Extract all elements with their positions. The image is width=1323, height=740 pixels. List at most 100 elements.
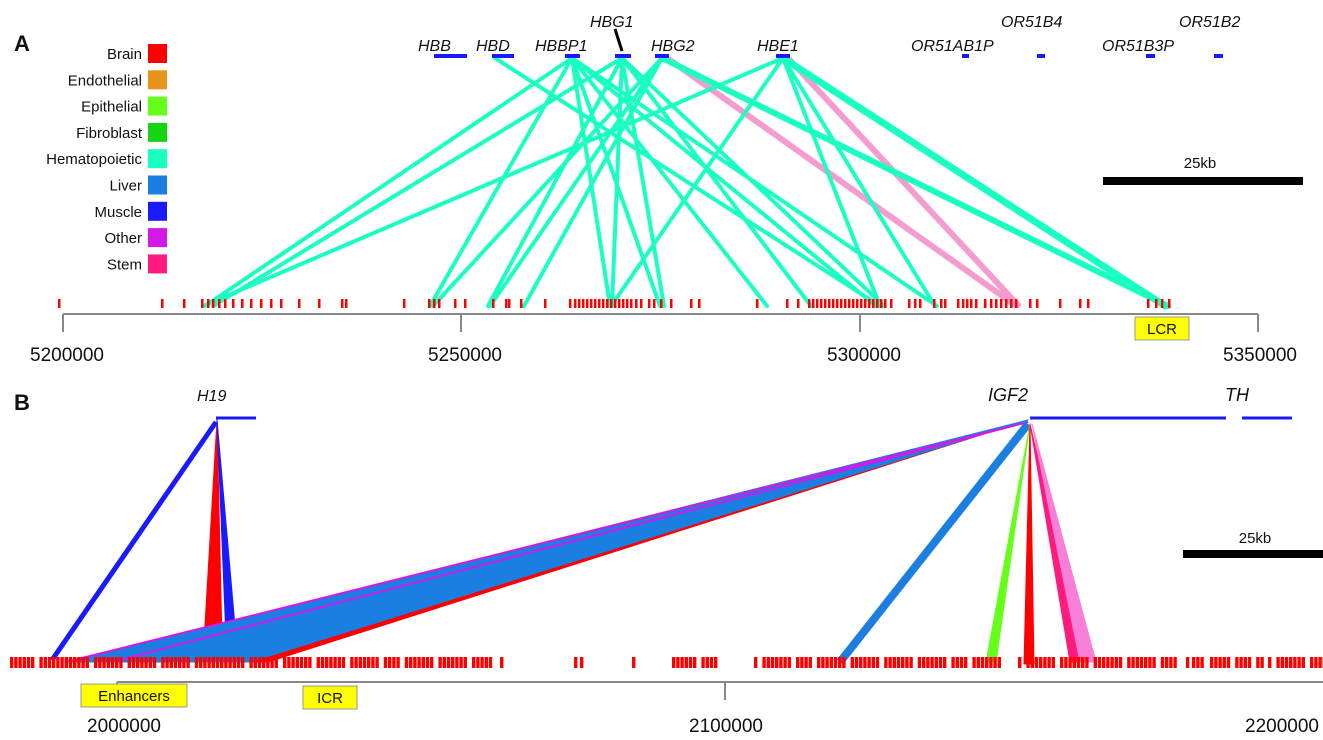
fragment-mark: [454, 299, 457, 308]
fragment-mark: [345, 299, 348, 308]
fragment-mark: [980, 657, 985, 668]
fragment-mark: [318, 299, 321, 308]
fragment-mark: [614, 299, 617, 308]
fragment-mark: [1085, 657, 1089, 668]
fragment-mark: [938, 657, 943, 668]
fragment-mark: [203, 657, 207, 668]
panel-b-interactions: [49, 419, 1097, 665]
fragment-mark: [1173, 657, 1177, 668]
fragment-mark: [922, 657, 926, 668]
fragment-mark: [421, 657, 425, 668]
fragment-mark: [970, 299, 973, 308]
fragment-mark: [864, 299, 867, 308]
gene-label-igf2: IGF2: [988, 385, 1028, 405]
fragment-mark: [94, 657, 98, 668]
fragment-mark: [850, 657, 854, 668]
fragment-mark: [249, 657, 253, 668]
fragment-mark: [115, 657, 119, 668]
interaction-arc: [493, 56, 882, 308]
fragment-mark: [705, 657, 709, 668]
fragment-mark: [98, 657, 102, 668]
interaction-arc: [787, 57, 1021, 308]
fragment-mark: [1114, 657, 1118, 668]
fragment-mark: [966, 299, 969, 308]
fragment-mark: [821, 657, 825, 668]
panel-a-scale-bar-label: 25kb: [1184, 155, 1217, 172]
fragment-mark: [232, 299, 235, 308]
fragment-mark: [1152, 657, 1156, 668]
fragment-mark: [392, 657, 396, 668]
fragment-mark: [320, 657, 325, 668]
fragment-mark: [1072, 657, 1076, 668]
fragment-mark: [1076, 657, 1081, 668]
interaction-arc: [522, 56, 664, 308]
fragment-mark: [182, 657, 186, 668]
fragment-mark: [500, 657, 504, 668]
fragment-mark: [909, 657, 913, 668]
fragment-mark: [131, 657, 136, 668]
fragment-mark: [856, 299, 859, 308]
fragment-mark: [1196, 657, 1200, 668]
fragment-mark: [618, 299, 621, 308]
fragment-mark: [110, 657, 115, 668]
enhancers-label: Enhancers: [98, 688, 170, 705]
fragment-mark: [594, 299, 597, 308]
fragment-mark: [1026, 657, 1030, 668]
lcr-box: [1134, 316, 1190, 341]
fragment-mark: [1160, 657, 1165, 668]
fragment-mark: [632, 657, 636, 668]
fragment-mark: [1276, 657, 1280, 668]
fragment-mark: [582, 299, 585, 308]
fragment-mark: [1010, 299, 1013, 308]
fragment-mark: [1235, 657, 1239, 668]
fragment-mark: [1064, 657, 1068, 668]
fragment-mark: [868, 299, 871, 308]
fragment-mark: [178, 657, 182, 668]
fragment-mark: [622, 299, 625, 308]
interaction-arc: [201, 56, 785, 308]
fragment-mark: [291, 657, 295, 668]
fragment-mark: [933, 299, 936, 308]
fragment-mark: [1106, 657, 1110, 668]
fragment-mark: [26, 657, 31, 668]
fragment-mark: [476, 657, 480, 668]
fragment-mark: [859, 657, 863, 668]
fragment-mark: [975, 299, 978, 308]
gene-label-th: TH: [1225, 385, 1250, 405]
fragment-mark: [220, 657, 224, 668]
fragment-mark: [1029, 299, 1032, 308]
fragment-mark: [901, 657, 905, 668]
fragment-mark: [684, 657, 688, 668]
fragment-mark: [962, 299, 965, 308]
fragment-mark: [333, 657, 337, 668]
panel-b-tick-label: 2200000: [1245, 716, 1319, 737]
fragment-mark: [362, 657, 367, 668]
fragment-mark: [1139, 657, 1144, 668]
fragment-mark: [283, 657, 287, 668]
gene-label-or51b4: OR51B4: [1001, 14, 1062, 31]
enhancers-box: [80, 683, 188, 708]
fragment-mark: [304, 657, 308, 668]
fragment-mark: [1289, 657, 1293, 668]
fragment-mark: [1087, 299, 1090, 308]
panel-b-fragments: [10, 657, 1323, 668]
fragment-mark: [829, 657, 833, 668]
panel-b-tick-label: 2100000: [689, 716, 763, 737]
fragment-mark: [1260, 657, 1264, 668]
fragment-mark: [102, 657, 106, 668]
legend-label-liver: Liver: [109, 178, 142, 195]
fragment-mark: [709, 657, 714, 668]
fragment-mark: [215, 657, 220, 668]
fragment-mark: [1200, 657, 1204, 668]
fragment-mark: [817, 657, 821, 668]
fragment-mark: [183, 299, 186, 308]
fragment-mark: [329, 657, 333, 668]
fragment-mark: [944, 299, 947, 308]
fragment-mark: [236, 657, 241, 668]
fragment-mark: [262, 657, 266, 668]
fragment-mark: [1102, 657, 1106, 668]
fragment-mark: [804, 657, 808, 668]
interaction-arc: [610, 56, 624, 308]
fragment-mark: [77, 657, 81, 668]
fragment-mark: [1148, 657, 1152, 668]
